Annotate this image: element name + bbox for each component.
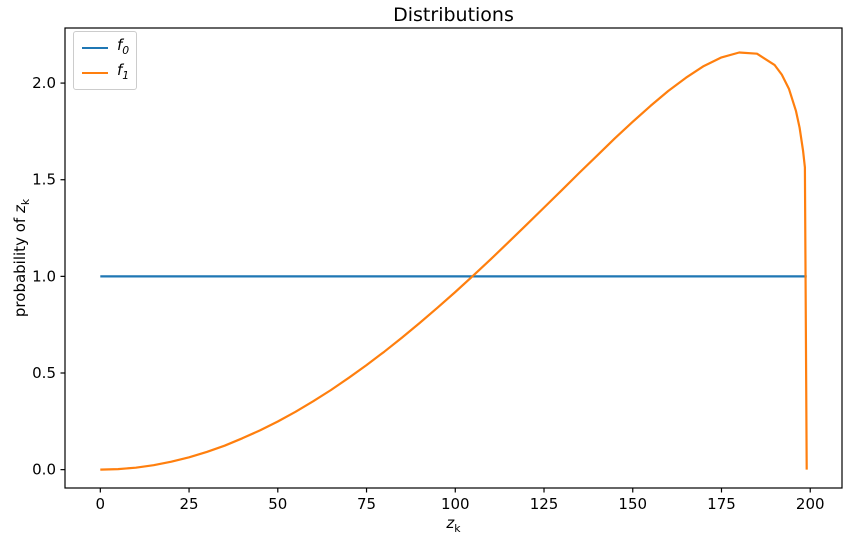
y-tick-label: 1.5 bbox=[32, 171, 56, 189]
y-tick-label: 2.0 bbox=[32, 74, 56, 92]
x-tick-label: 200 bbox=[796, 495, 825, 513]
x-axis-label-sub: k bbox=[454, 522, 461, 535]
legend-line-sample-f1 bbox=[82, 72, 108, 74]
chart-title: Distributions bbox=[393, 4, 514, 26]
x-tick-label: 0 bbox=[96, 495, 106, 513]
legend-label-f0: f0 bbox=[117, 37, 129, 59]
legend-label-f1-sub: 1 bbox=[122, 69, 130, 82]
y-axis-label-text: probability of bbox=[11, 213, 29, 318]
y-tick-label: 0.5 bbox=[32, 364, 56, 382]
legend-label-f1: f1 bbox=[117, 62, 129, 84]
x-tick-label: 100 bbox=[441, 495, 470, 513]
y-tick-label: 1.0 bbox=[32, 267, 56, 285]
x-axis-label-var: z bbox=[446, 514, 455, 532]
x-axis-label: zk bbox=[65, 514, 842, 538]
legend-entry-f1: f1 bbox=[74, 62, 136, 84]
legend-label-f1-base: f bbox=[117, 61, 123, 79]
y-axis-label-sub: k bbox=[19, 198, 32, 206]
x-tick-label: 75 bbox=[357, 495, 376, 513]
x-tick-label: 50 bbox=[268, 495, 287, 513]
axes-frame bbox=[64, 27, 843, 489]
x-tick-label: 150 bbox=[618, 495, 647, 513]
x-tick-label: 125 bbox=[530, 495, 559, 513]
series-line-f1 bbox=[100, 51, 808, 471]
y-axis-label-var: z bbox=[11, 205, 29, 214]
legend: f0 f1 bbox=[73, 31, 137, 90]
x-tick-label: 25 bbox=[180, 495, 199, 513]
y-tick-label: 0.0 bbox=[32, 461, 56, 479]
legend-entry-f0: f0 bbox=[74, 37, 136, 59]
legend-line-sample-f0 bbox=[82, 47, 108, 49]
y-axis-label: probability of zk bbox=[11, 199, 35, 317]
legend-label-f0-sub: 0 bbox=[122, 44, 130, 57]
x-tick-label: 175 bbox=[707, 495, 736, 513]
legend-label-f0-base: f bbox=[117, 36, 123, 54]
